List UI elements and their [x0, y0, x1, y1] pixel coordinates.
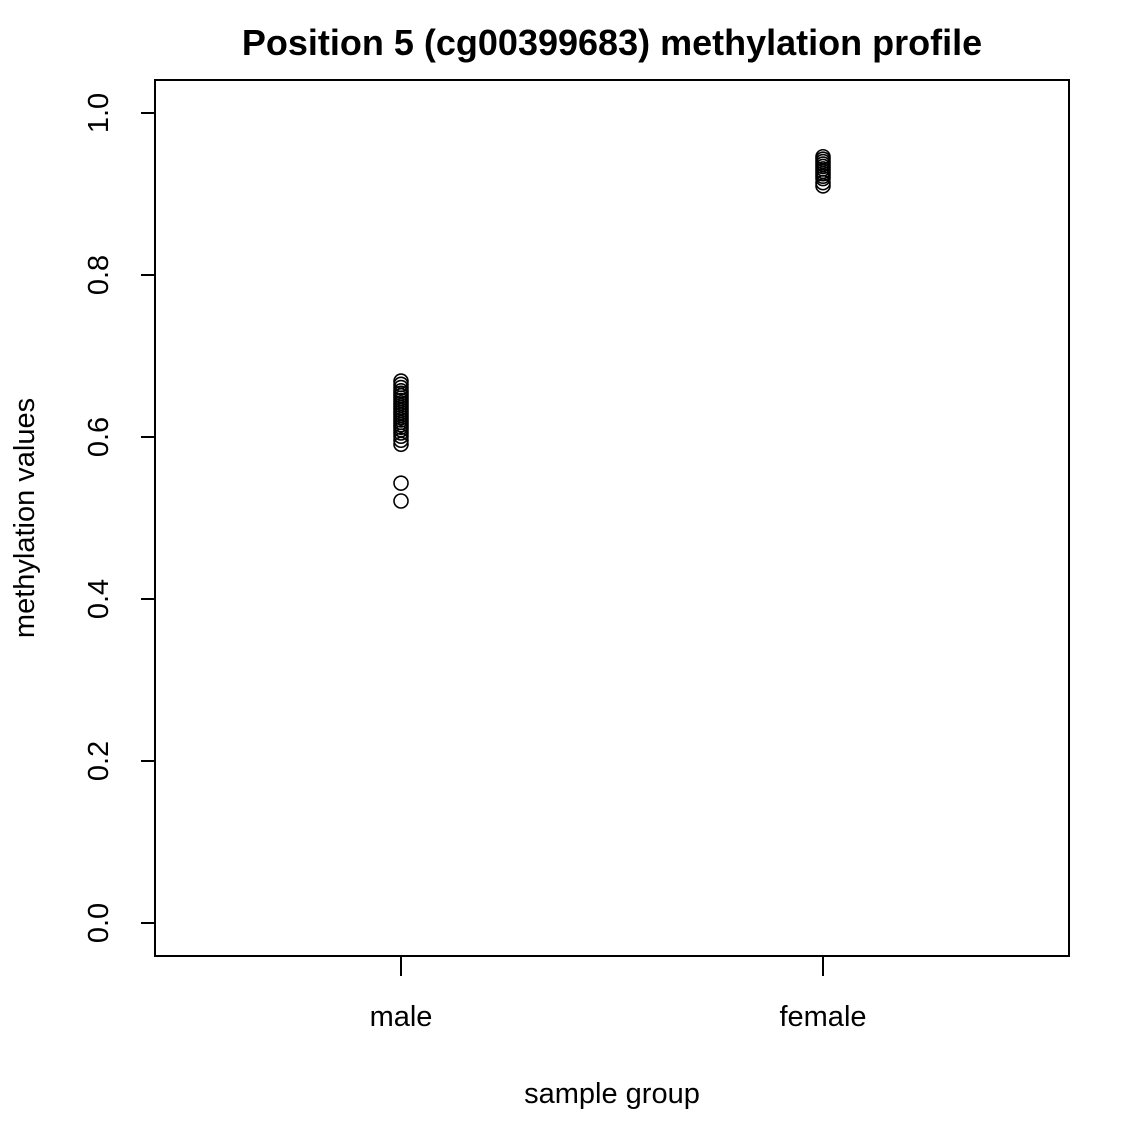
data-point-male: [393, 436, 409, 453]
chart-title: Position 5 (cg00399683) methylation prof…: [242, 22, 982, 63]
data-point-female: [815, 170, 831, 187]
x-axis-label: sample group: [524, 1078, 700, 1110]
data-points: [393, 148, 831, 509]
y-tick-label: 0.2: [83, 741, 115, 781]
data-point-male: [393, 432, 409, 449]
y-axis-label: methylation values: [9, 398, 41, 638]
y-tick-label: 0.6: [83, 417, 115, 457]
data-point-male: [393, 475, 409, 491]
y-tick-label: 0.4: [83, 579, 115, 619]
y-axis: 0.0 0.2 0.4 0.6 0.8 1.0: [83, 93, 156, 943]
y-tick-label: 0.8: [83, 255, 115, 295]
data-point-female: [815, 178, 831, 194]
x-axis: male female: [370, 956, 867, 1033]
y-tick-label: 0.0: [83, 903, 115, 943]
data-point-male: [393, 493, 409, 509]
x-tick-label-female: female: [779, 1001, 866, 1033]
data-point-male: [393, 428, 409, 444]
y-tick-label: 1.0: [83, 93, 115, 133]
x-tick-label-male: male: [370, 1001, 433, 1033]
plot-frame: [154, 79, 1070, 957]
